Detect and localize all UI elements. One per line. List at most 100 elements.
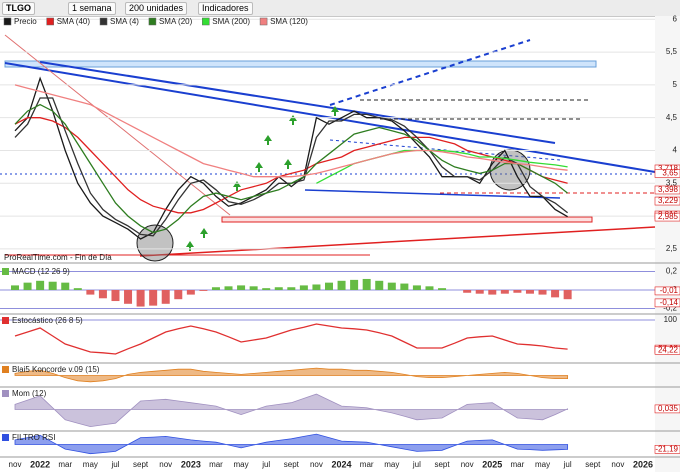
legend-label: SMA (20) xyxy=(159,17,193,26)
x-tick-label: 2025 xyxy=(482,459,502,469)
y-tick-label: 100 xyxy=(664,315,678,324)
bar xyxy=(488,290,497,295)
y-tick-label: 5 xyxy=(673,80,678,89)
x-tick-label: mar xyxy=(209,460,223,469)
highlight xyxy=(136,224,174,262)
price-marker xyxy=(654,286,680,296)
bar xyxy=(287,287,296,290)
x-tick-label: may xyxy=(234,460,249,469)
legend-label: SMA (200) xyxy=(212,17,250,26)
bar xyxy=(375,280,384,290)
x-tick-label: nov xyxy=(310,460,323,469)
bar xyxy=(237,285,246,290)
bar xyxy=(551,290,560,298)
bar xyxy=(149,290,158,306)
bar xyxy=(274,287,283,290)
bar xyxy=(500,290,509,294)
zone xyxy=(221,216,593,223)
zone xyxy=(4,60,597,68)
x-tick-label: jul xyxy=(563,460,572,469)
bar xyxy=(412,285,421,290)
bar xyxy=(124,290,133,304)
price-marker-label: 3,65 xyxy=(662,169,678,178)
price-marker xyxy=(654,298,680,308)
price-marker-label: 3,229 xyxy=(658,196,679,205)
annotations xyxy=(0,34,656,262)
bar xyxy=(299,285,308,290)
legend-swatch xyxy=(148,17,157,26)
bar xyxy=(262,288,271,290)
bar xyxy=(11,285,19,290)
price-marker xyxy=(654,196,680,206)
bar xyxy=(48,281,57,290)
x-tick-label: nov xyxy=(611,460,624,469)
bar xyxy=(325,282,333,290)
x-tick-label: nov xyxy=(159,460,172,469)
bar xyxy=(36,280,45,290)
legend-label: SMA (120) xyxy=(270,17,308,26)
bar xyxy=(224,286,233,290)
x-tick-label: 2023 xyxy=(181,459,201,469)
bar xyxy=(400,283,409,290)
price-marker xyxy=(654,169,680,178)
bar xyxy=(211,287,220,290)
bar xyxy=(199,290,208,291)
panel-label-bg xyxy=(2,317,9,324)
series-line xyxy=(14,103,569,234)
x-tick-label: nov xyxy=(9,460,22,469)
x-tick-label: sept xyxy=(434,460,450,469)
series-area xyxy=(14,367,569,383)
price-marker xyxy=(654,185,680,195)
x-tick-label: jul xyxy=(110,460,119,469)
series-line xyxy=(14,76,568,240)
panel-label-bg xyxy=(2,366,9,373)
bar xyxy=(98,290,107,299)
y-tick-label: -0,2 xyxy=(663,304,677,313)
panel-title: MACD (12 26 9) xyxy=(12,267,70,276)
toolbar: TLGO 1 semana 200 unidades Indicadores xyxy=(0,0,680,17)
symbol[interactable]: TLGO xyxy=(2,2,35,15)
bar xyxy=(186,290,195,295)
x-tick-label: sept xyxy=(284,460,300,469)
legend-label: SMA (4) xyxy=(110,17,139,26)
series-line xyxy=(14,117,568,214)
x-tick-label: may xyxy=(384,460,399,469)
trendline xyxy=(4,34,231,216)
series-line xyxy=(14,323,568,355)
bar xyxy=(538,290,547,295)
bar xyxy=(312,284,321,290)
period[interactable]: 1 semana xyxy=(68,2,116,15)
units[interactable]: 200 unidades xyxy=(125,2,188,15)
bar xyxy=(513,290,522,293)
legend-label: SMA (40) xyxy=(57,17,91,26)
price-marker xyxy=(654,404,680,414)
bar xyxy=(475,290,484,294)
axis-strip xyxy=(655,16,680,472)
price-marker-label: -0,14 xyxy=(660,298,679,307)
bar xyxy=(350,279,359,290)
x-tick-label: mar xyxy=(360,460,374,469)
legend-swatch xyxy=(3,17,12,26)
legend-label: Precio xyxy=(14,17,37,26)
price-marker-label: 0,035 xyxy=(658,404,679,413)
y-tick-label: 3,5 xyxy=(666,178,678,187)
price-marker-label: 3,718 xyxy=(658,164,679,173)
price-marker-label: -21,19 xyxy=(655,444,678,453)
bar xyxy=(111,290,120,302)
y-tick-label: 0,2 xyxy=(666,267,678,276)
price-marker xyxy=(654,445,680,454)
x-tick-label: 2022 xyxy=(30,459,50,469)
x-tick-label: sept xyxy=(133,460,149,469)
legend-swatch xyxy=(99,17,108,26)
bar xyxy=(387,282,396,290)
trendline xyxy=(304,189,561,199)
legend-swatch xyxy=(259,17,268,26)
bar xyxy=(86,290,95,295)
bar xyxy=(174,290,183,300)
indicators[interactable]: Indicadores xyxy=(198,2,253,15)
x-tick-label: jul xyxy=(412,460,421,469)
bar xyxy=(563,290,572,300)
price-marker xyxy=(654,346,680,355)
